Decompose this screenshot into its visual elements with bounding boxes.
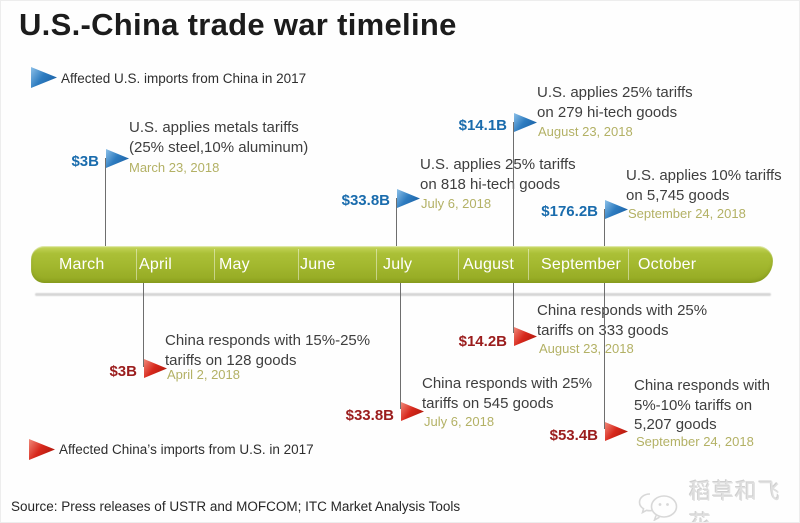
source-note: Source: Press releases of USTR and MOFCO… — [11, 499, 461, 514]
china-tariff-flag-icon — [514, 327, 537, 346]
china-legend-label: Affected China’s imports from U.S. in 20… — [59, 442, 314, 457]
us-legend-label: Affected U.S. imports from China in 2017 — [61, 71, 307, 86]
month-october: October — [638, 255, 697, 273]
month-divider — [214, 249, 215, 280]
event-amount: $53.4B — [549, 427, 598, 444]
event-date: July 6, 2018 — [421, 196, 494, 211]
chat-bubbles-icon — [637, 491, 683, 521]
event-title: U.S. applies metals tariffs (25% steel,1… — [129, 117, 311, 158]
event-amount: $3B — [109, 363, 137, 380]
us-legend-flag-icon — [31, 67, 57, 88]
event-title: U.S. applies 10% tariffs on 5,745 goods — [626, 165, 784, 206]
china-tariff-flag-icon — [401, 402, 424, 421]
event-date: August 23, 2018 — [539, 341, 636, 356]
event-title: China responds with 25% tariffs on 545 g… — [422, 373, 595, 414]
event-title: China responds with 5%-10% tariffs on 5,… — [634, 375, 772, 436]
month-june: June — [300, 255, 336, 273]
event-amount: $3B — [71, 153, 99, 170]
event-amount: $33.8B — [341, 192, 390, 209]
event-title: China responds with 25% tariffs on 333 g… — [537, 300, 710, 341]
month-divider — [136, 249, 137, 280]
us-tariff-flag-icon — [106, 149, 129, 168]
event-connector-line — [513, 122, 514, 246]
month-september: September — [541, 255, 622, 273]
event-date: September 24, 2018 — [636, 434, 756, 449]
event-date: July 6, 2018 — [424, 414, 497, 429]
event-connector-line — [604, 209, 605, 246]
month-march: March — [59, 255, 105, 273]
event-connector-line — [400, 283, 401, 409]
event-title: China responds with 15%-25% tariffs on 1… — [165, 330, 373, 371]
timeline-bar-shadow — [35, 293, 771, 296]
event-amount: $14.2B — [458, 333, 507, 350]
event-connector-line — [105, 158, 106, 246]
month-april: April — [139, 255, 173, 273]
event-connector-line — [396, 198, 397, 246]
month-divider — [376, 249, 377, 280]
event-amount: $14.1B — [458, 117, 507, 134]
china-tariff-flag-icon — [144, 359, 167, 378]
event-connector-line — [513, 283, 514, 333]
month-divider — [628, 249, 629, 280]
event-date: August 23, 2018 — [538, 124, 635, 139]
event-date: April 2, 2018 — [167, 367, 242, 382]
watermark: 稻草和飞花 — [637, 474, 799, 522]
china-legend-flag-icon — [29, 439, 55, 460]
event-title: U.S. applies 25% tariffs on 818 hi-tech … — [420, 154, 578, 195]
month-divider — [528, 249, 529, 280]
china-tariff-flag-icon — [605, 422, 628, 441]
month-july: July — [383, 255, 413, 273]
timeline-bar: March April May June July August Septemb… — [31, 246, 773, 283]
month-divider — [298, 249, 299, 280]
us-tariff-flag-icon — [397, 189, 420, 208]
watermark-text: 稻草和飞花 — [689, 479, 782, 522]
event-amount: $33.8B — [345, 407, 394, 424]
us-tariff-flag-icon — [605, 200, 628, 219]
event-connector-line — [143, 283, 144, 367]
event-title: U.S. applies 25% tariffs on 279 hi-tech … — [537, 82, 695, 123]
event-amount: $176.2B — [541, 203, 598, 220]
us-tariff-flag-icon — [514, 113, 537, 132]
event-date: September 24, 2018 — [628, 206, 748, 221]
event-date: March 23, 2018 — [129, 160, 222, 175]
month-august: August — [463, 255, 515, 273]
event-connector-line — [604, 283, 605, 429]
month-divider — [458, 249, 459, 280]
month-may: May — [219, 255, 250, 273]
page-title: U.S.-China trade war timeline — [19, 7, 457, 42]
